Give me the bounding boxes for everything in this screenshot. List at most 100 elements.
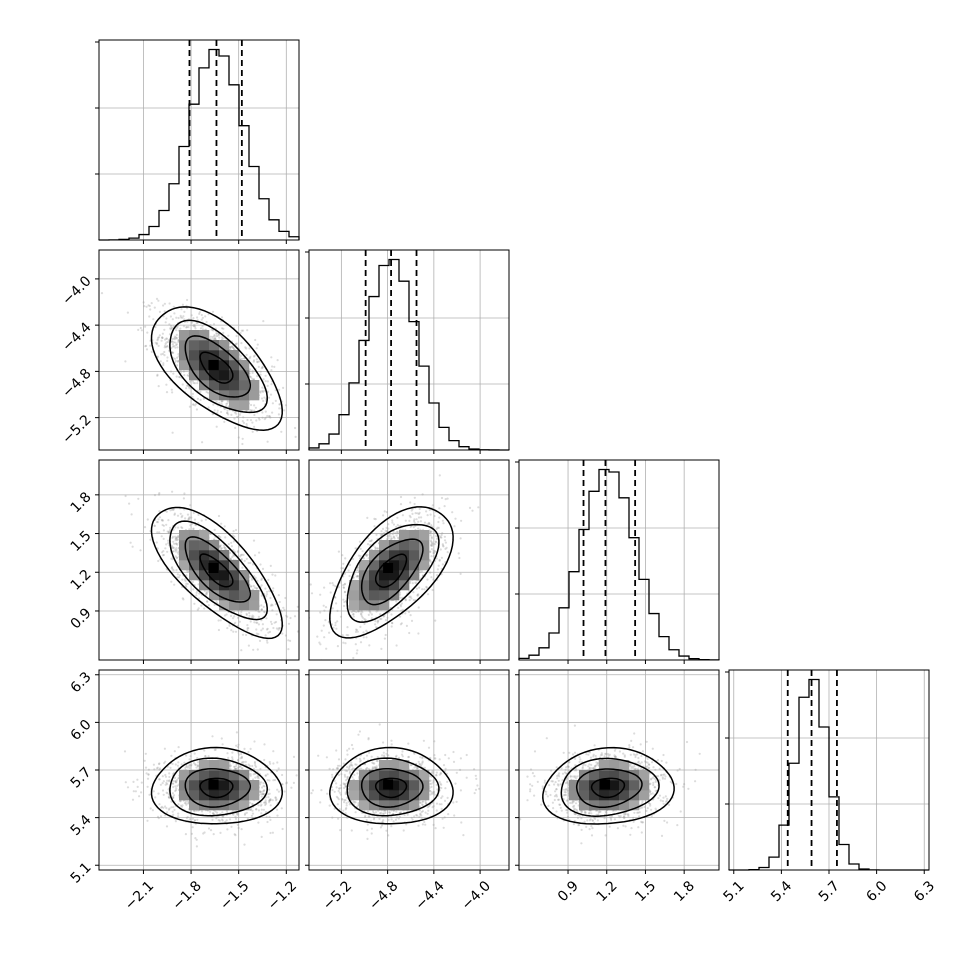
scatter-point [255, 587, 258, 590]
scatter-point [399, 605, 403, 608]
scatter-point [281, 783, 284, 786]
scatter-point [410, 597, 413, 600]
scatter-point [401, 514, 404, 517]
scatter-point [178, 574, 181, 577]
scatter-point [381, 527, 385, 531]
scatter-point [170, 324, 173, 328]
scatter-point [223, 546, 226, 549]
scatter-point [166, 345, 169, 348]
scatter-point [220, 547, 223, 550]
scatter-point [366, 543, 370, 546]
scatter-point [240, 649, 243, 652]
density-cell [199, 550, 210, 561]
scatter-point [226, 399, 229, 402]
scatter-point [260, 608, 263, 611]
scatter-point [266, 779, 269, 782]
scatter-point [289, 616, 292, 620]
scatter-point [196, 397, 199, 400]
scatter-point [231, 345, 234, 348]
scatter-point [240, 342, 243, 345]
scatter-point [245, 557, 248, 561]
scatter-point [165, 391, 169, 394]
scatter-point [160, 353, 163, 356]
scatter-point [352, 656, 355, 660]
scatter-point [137, 497, 140, 500]
scatter-point [382, 615, 385, 618]
density-cell [219, 580, 230, 591]
scatter-point [245, 633, 248, 637]
density-cell [189, 360, 200, 371]
scatter-point [183, 761, 186, 764]
scatter-point [336, 620, 339, 623]
scatter-point [266, 641, 269, 644]
scatter-point [220, 400, 223, 403]
scatter-point [381, 533, 384, 536]
scatter-point [275, 613, 278, 616]
density-cell [229, 390, 240, 401]
scatter-point [399, 603, 402, 607]
scatter-point [165, 383, 168, 386]
scatter-point [385, 538, 388, 541]
scatter-point [232, 554, 235, 557]
scatter-point [337, 550, 340, 553]
scatter-point [387, 527, 390, 530]
scatter-point [388, 533, 391, 536]
scatter-point [181, 303, 184, 306]
density-cell [219, 380, 230, 391]
scatter-point [261, 627, 264, 630]
scatter-point [248, 575, 251, 578]
scatter-point [268, 630, 272, 634]
scatter-point [241, 566, 244, 569]
scatter-point [176, 360, 179, 363]
scatter-point [459, 572, 462, 576]
scatter-point [375, 626, 378, 629]
scatter-point [169, 370, 173, 373]
scatter-point [170, 580, 173, 583]
density-cell [349, 580, 360, 591]
scatter-point [205, 600, 209, 603]
scatter-point [231, 758, 234, 761]
scatter-point [171, 558, 174, 561]
scatter-point [431, 504, 434, 507]
peak-cell [208, 562, 219, 573]
scatter-point [177, 534, 180, 538]
scatter-point [408, 519, 411, 523]
scatter-point [180, 316, 183, 319]
grid [99, 40, 299, 240]
scatter-point [165, 337, 168, 340]
scatter-point [261, 411, 264, 414]
scatter-point [399, 495, 403, 499]
density-cell [379, 550, 390, 561]
density-cell [209, 590, 220, 601]
scatter-point [332, 626, 335, 629]
density-cell [209, 380, 220, 391]
scatter-point [139, 549, 142, 552]
scatter-point [417, 516, 421, 519]
scatter-point [234, 767, 237, 771]
scatter-point [261, 386, 264, 389]
scatter-point [171, 810, 174, 813]
scatter-point [277, 413, 280, 416]
scatter-point [201, 325, 204, 328]
scatter-point [180, 516, 183, 519]
scatter-point [171, 796, 175, 799]
density-cell [249, 390, 260, 401]
scatter-point [356, 649, 359, 652]
scatter-point [205, 320, 208, 324]
scatter-point [142, 301, 145, 304]
scatter-point [228, 342, 231, 345]
scatter-point [245, 612, 248, 615]
scatter-point [146, 331, 149, 334]
y-tick-label: −4.4 [59, 319, 94, 354]
scatter-point [185, 816, 188, 820]
scatter-point [171, 351, 174, 354]
scatter-point [175, 333, 178, 336]
scatter-point [433, 543, 436, 546]
scatter-point [191, 826, 194, 829]
scatter-point [257, 615, 260, 618]
scatter-point [241, 767, 244, 770]
scatter-point [219, 544, 222, 547]
scatter-point [416, 512, 419, 515]
scatter-point [458, 556, 461, 560]
scatter-point [221, 327, 224, 330]
